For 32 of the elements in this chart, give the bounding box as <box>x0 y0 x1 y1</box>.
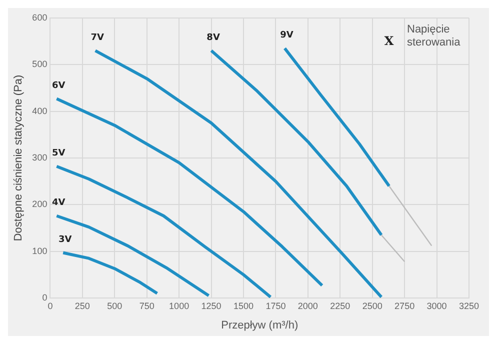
annotation: Napięcie <box>407 24 450 36</box>
x-tick-label: 2250 <box>330 300 350 311</box>
x-tick-label: 750 <box>139 300 154 311</box>
y-tick-label: 600 <box>32 12 48 22</box>
x-tick-label: 250 <box>74 300 90 311</box>
x-axis-title: Przepływ (m³/h) <box>221 319 298 332</box>
x-tick-label: 2750 <box>394 300 415 311</box>
x-tick-label: 1750 <box>266 300 286 311</box>
x-tick-label: 2000 <box>298 300 318 311</box>
annotation: sterowania <box>407 36 462 49</box>
y-axis-title: Dostępne ciśnienie statyczne (Pa) <box>12 74 25 242</box>
y-tick-label: 200 <box>32 199 48 210</box>
x-tick-label: 1500 <box>233 300 254 311</box>
annotation: X <box>384 34 394 48</box>
y-tick-label: 400 <box>32 106 48 116</box>
y-tick-label: 300 <box>32 152 48 162</box>
series-label: 3V <box>58 235 72 246</box>
series-label: 6V <box>52 81 66 92</box>
series-label: 4V <box>52 198 66 208</box>
y-tick-label: 0 <box>42 292 48 302</box>
x-tick-label: 500 <box>107 300 122 311</box>
series-label: 7V <box>90 33 104 44</box>
x-tick-label: 3250 <box>458 300 480 311</box>
x-tick-label: 3000 <box>426 300 447 311</box>
x-tick-label: 1000 <box>169 300 190 311</box>
series-label: 8V <box>206 33 220 44</box>
y-tick-label: 100 <box>32 246 48 256</box>
series-label: 9V <box>280 30 294 41</box>
y-tick-label: 500 <box>32 59 48 70</box>
x-tick-label: 2500 <box>362 300 382 311</box>
series-label: 5V <box>52 148 66 159</box>
x-tick-label: 1250 <box>201 300 222 311</box>
